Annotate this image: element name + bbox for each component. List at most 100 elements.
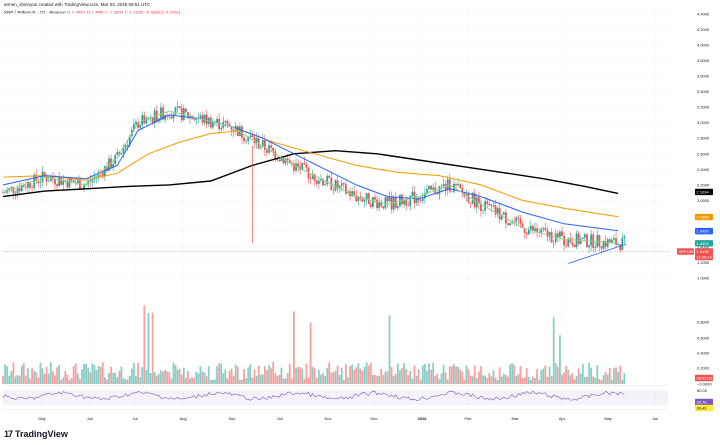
volume-bar	[463, 379, 466, 384]
volume-bar	[41, 368, 44, 384]
volume-bar	[573, 379, 576, 384]
candle-body	[27, 181, 29, 188]
candle-body	[276, 159, 279, 160]
volume-bar	[14, 376, 17, 384]
volume-bar	[27, 368, 29, 384]
candle-body	[135, 121, 137, 125]
volume-bar	[157, 373, 160, 384]
volume-bar	[245, 378, 248, 384]
candle-body	[486, 201, 489, 205]
tradingview-logo[interactable]: 17 TradingView	[4, 429, 68, 439]
volume-bar	[35, 372, 38, 384]
candle-body	[147, 117, 150, 119]
volume-bar	[201, 371, 204, 384]
candle-body	[106, 166, 108, 171]
volume-bar	[232, 375, 235, 384]
candle-body	[176, 106, 179, 108]
candle-body	[95, 176, 98, 178]
volume-bar	[220, 363, 223, 384]
volume-bar	[606, 374, 609, 384]
volume-bar	[334, 370, 337, 384]
price-label-text: 34.78	[697, 400, 708, 405]
candle-body	[469, 202, 472, 204]
candle-body	[128, 136, 131, 146]
candle-body	[532, 225, 534, 231]
candle-body	[608, 239, 611, 243]
volume-bar	[440, 373, 443, 384]
candle-body	[209, 117, 212, 128]
price-label-tag	[677, 248, 694, 255]
candle-body	[590, 234, 593, 246]
candle-body	[334, 180, 337, 191]
volume-bar	[241, 379, 243, 384]
symbol-title[interactable]: XRP / TetherUS · 1D · Binance	[4, 10, 66, 15]
volume-bar	[228, 370, 231, 384]
candle-body	[617, 244, 620, 246]
time-tick-label: Nov	[324, 416, 331, 421]
volume-bar	[527, 376, 530, 384]
volume-bar	[450, 366, 453, 384]
volume-bar	[542, 368, 545, 384]
volume-bar	[419, 379, 422, 384]
volume-bar	[488, 373, 491, 384]
volume-bar	[268, 365, 270, 384]
candle-body	[174, 107, 177, 115]
candle-body	[60, 177, 63, 185]
candle-body	[388, 197, 391, 202]
candle-body	[324, 184, 327, 186]
volume-bar	[396, 363, 399, 384]
volume-bar	[615, 367, 617, 384]
ohlc-values: O 1.3981 H 1.3992 L 1.3402 C 1.3435 −0.0…	[66, 10, 181, 15]
candle-body	[122, 147, 125, 154]
volume-bar	[561, 374, 563, 384]
volume-bar	[592, 376, 595, 384]
price-tick-label: 3.0000	[697, 120, 710, 125]
volume-bar	[47, 373, 50, 384]
candle-body	[594, 247, 597, 249]
candle-body	[430, 185, 432, 190]
candle-body	[8, 188, 11, 190]
candle-body	[322, 178, 324, 186]
volume-bar	[313, 367, 316, 384]
volume-bar	[507, 376, 509, 384]
candle-body	[426, 189, 428, 194]
volume-bar	[189, 378, 191, 384]
time-tick-label: Jun	[87, 416, 93, 421]
volume-bar	[151, 312, 154, 384]
chart-overlays	[3, 146, 668, 264]
candle-body	[613, 238, 615, 240]
candle-body	[440, 185, 443, 187]
volume-tick-label: 0.6000	[697, 336, 710, 341]
volume-bar	[353, 369, 356, 384]
candle-body	[442, 184, 445, 186]
candle-body	[544, 228, 547, 231]
volume-bar	[106, 379, 108, 384]
volume-bar	[43, 373, 46, 384]
price-tick-label: 1.0000	[697, 276, 710, 281]
candle-body	[193, 118, 196, 120]
candle-body	[415, 198, 418, 204]
volume-bar	[72, 366, 75, 384]
candle-body	[29, 181, 31, 188]
volume-bar	[253, 369, 256, 384]
volume-bar	[596, 364, 599, 384]
candle-body	[380, 201, 383, 207]
candle-body	[376, 199, 378, 209]
candle-body	[295, 163, 297, 171]
volume-bar	[621, 379, 624, 384]
volume-bar	[446, 379, 449, 384]
volume-bar	[513, 365, 516, 384]
candle-body	[263, 140, 266, 150]
rsi-line	[2, 390, 625, 401]
volume-bar	[546, 376, 549, 384]
trendline	[568, 243, 627, 264]
price-tick-label: 2.8000	[697, 136, 710, 141]
volume-bar	[239, 379, 241, 384]
rsi-pane	[2, 390, 668, 405]
volume-bar	[116, 377, 119, 384]
price-axis: 4.4000 4.2000 4.0000 3.8000 3.6000 3.4000 3.20…	[697, 11, 712, 393]
volume-bar	[554, 363, 557, 384]
candle-body	[137, 121, 139, 128]
candle-body	[47, 181, 50, 182]
